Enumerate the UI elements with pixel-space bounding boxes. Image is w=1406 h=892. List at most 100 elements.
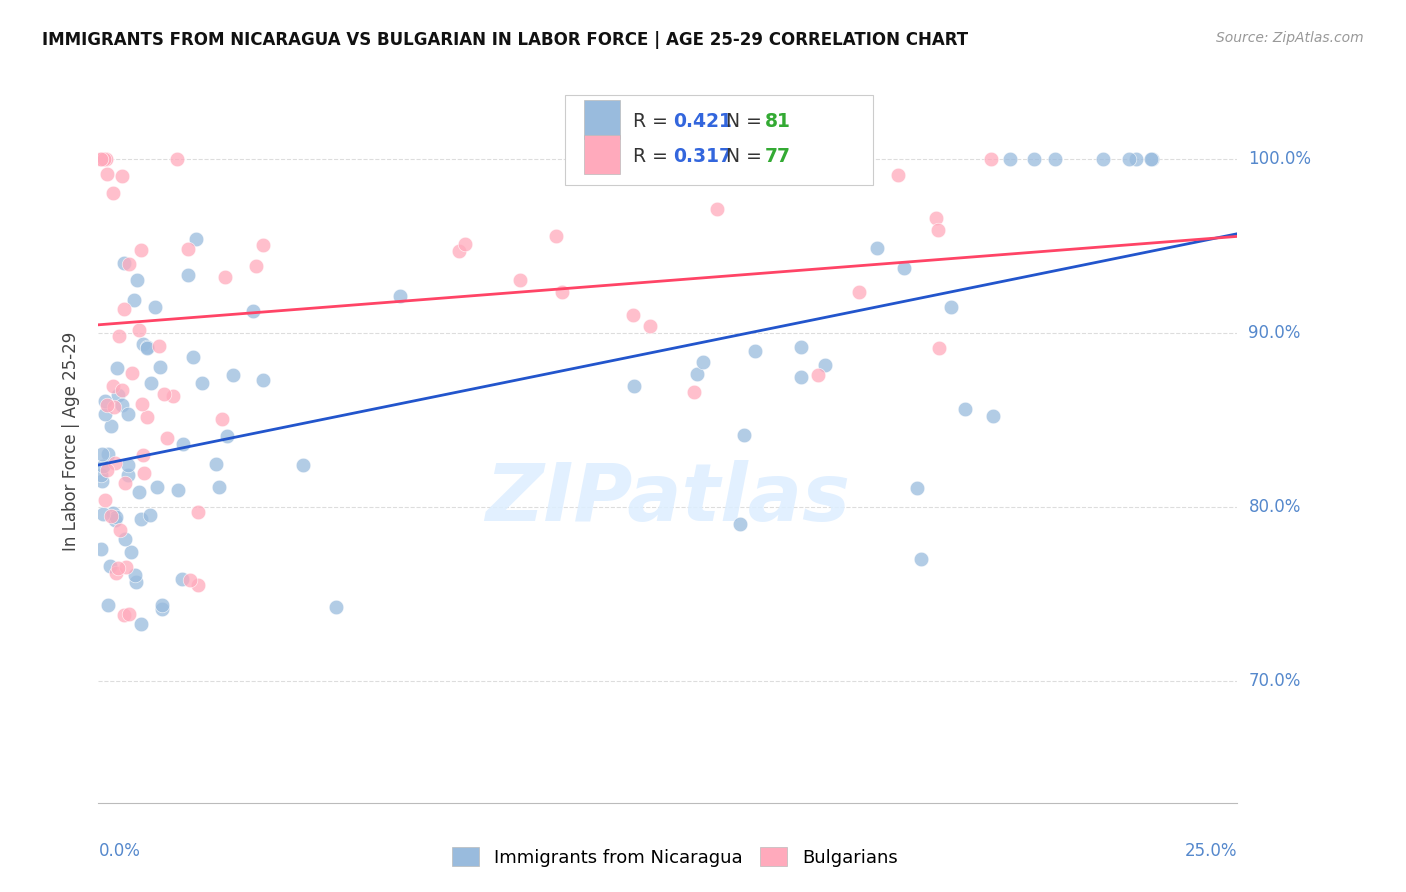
Y-axis label: In Labor Force | Age 25-29: In Labor Force | Age 25-29 bbox=[62, 332, 80, 551]
Point bbox=[447, 244, 470, 258]
Point bbox=[96, 463, 118, 477]
Point bbox=[814, 358, 837, 372]
Point bbox=[96, 167, 118, 181]
Point bbox=[454, 237, 477, 252]
Point bbox=[132, 337, 155, 351]
Point bbox=[177, 268, 200, 283]
Point bbox=[941, 300, 963, 314]
Point bbox=[90, 152, 112, 166]
Point bbox=[134, 466, 156, 480]
Text: 80.0%: 80.0% bbox=[1249, 498, 1301, 516]
Point bbox=[998, 152, 1021, 166]
Point bbox=[744, 343, 766, 358]
Point bbox=[981, 409, 1004, 423]
Point bbox=[93, 152, 115, 166]
Point bbox=[866, 241, 889, 255]
Point bbox=[222, 368, 245, 382]
Text: 0.0%: 0.0% bbox=[98, 842, 141, 860]
Point bbox=[117, 458, 139, 472]
Point bbox=[706, 202, 728, 216]
Text: 77: 77 bbox=[765, 146, 790, 166]
Point bbox=[135, 341, 157, 355]
Point bbox=[100, 419, 122, 434]
Point bbox=[111, 169, 134, 183]
Point bbox=[90, 152, 112, 166]
Point bbox=[90, 152, 112, 166]
Point bbox=[728, 516, 751, 531]
Point bbox=[96, 398, 118, 412]
Legend: Immigrants from Nicaragua, Bulgarians: Immigrants from Nicaragua, Bulgarians bbox=[444, 840, 905, 874]
Point bbox=[107, 388, 129, 402]
Point bbox=[685, 367, 707, 381]
Point bbox=[184, 232, 207, 246]
Point bbox=[124, 574, 146, 589]
Text: 90.0%: 90.0% bbox=[1249, 324, 1301, 342]
Point bbox=[90, 152, 112, 166]
Point bbox=[1043, 152, 1066, 166]
Point bbox=[910, 552, 932, 566]
FancyBboxPatch shape bbox=[583, 100, 620, 139]
Point bbox=[128, 323, 150, 337]
Point bbox=[927, 223, 949, 237]
Text: N =: N = bbox=[725, 146, 768, 166]
Text: N =: N = bbox=[725, 112, 768, 131]
Point bbox=[292, 458, 315, 472]
Point bbox=[187, 505, 209, 519]
Text: 70.0%: 70.0% bbox=[1249, 672, 1301, 690]
Text: 81: 81 bbox=[765, 112, 790, 131]
Point bbox=[214, 269, 236, 284]
Point bbox=[114, 560, 136, 574]
Point bbox=[97, 447, 120, 461]
Point bbox=[928, 342, 950, 356]
Point bbox=[252, 238, 274, 252]
Point bbox=[105, 566, 128, 580]
Point bbox=[790, 340, 813, 354]
Point bbox=[122, 293, 145, 307]
Point bbox=[172, 572, 194, 586]
Point bbox=[104, 456, 127, 470]
Point bbox=[150, 602, 173, 616]
Point bbox=[621, 308, 644, 322]
Point bbox=[690, 152, 713, 166]
Point bbox=[509, 273, 531, 287]
Point bbox=[90, 152, 112, 166]
Point bbox=[204, 457, 226, 471]
Text: R =: R = bbox=[633, 112, 673, 131]
Point bbox=[149, 360, 172, 375]
Point bbox=[905, 481, 928, 495]
Point bbox=[146, 480, 169, 494]
Text: R =: R = bbox=[633, 146, 673, 166]
Point bbox=[179, 573, 201, 587]
Point bbox=[90, 152, 112, 166]
Point bbox=[112, 256, 135, 270]
Point bbox=[887, 168, 910, 182]
Point bbox=[143, 300, 166, 314]
Point bbox=[114, 476, 136, 491]
Point bbox=[90, 152, 112, 166]
Point bbox=[124, 568, 146, 582]
Point bbox=[91, 448, 114, 462]
Point bbox=[91, 152, 114, 166]
Text: Source: ZipAtlas.com: Source: ZipAtlas.com bbox=[1216, 31, 1364, 45]
Text: 100.0%: 100.0% bbox=[1249, 150, 1312, 168]
Point bbox=[111, 398, 134, 412]
Text: 0.317: 0.317 bbox=[673, 146, 733, 166]
Point bbox=[162, 389, 184, 403]
Point bbox=[114, 533, 136, 547]
Point bbox=[139, 376, 162, 391]
Point bbox=[94, 393, 117, 408]
Point bbox=[1118, 152, 1140, 166]
Point bbox=[101, 379, 124, 393]
Point bbox=[90, 542, 112, 557]
Point bbox=[97, 598, 120, 612]
Point bbox=[181, 350, 204, 364]
Point bbox=[1139, 152, 1161, 166]
Point bbox=[893, 260, 915, 275]
Point bbox=[1140, 152, 1163, 166]
Point bbox=[252, 373, 274, 387]
Point bbox=[111, 384, 134, 398]
Point bbox=[135, 340, 157, 354]
Point bbox=[153, 387, 176, 401]
Point bbox=[211, 412, 233, 426]
Point bbox=[125, 273, 148, 287]
